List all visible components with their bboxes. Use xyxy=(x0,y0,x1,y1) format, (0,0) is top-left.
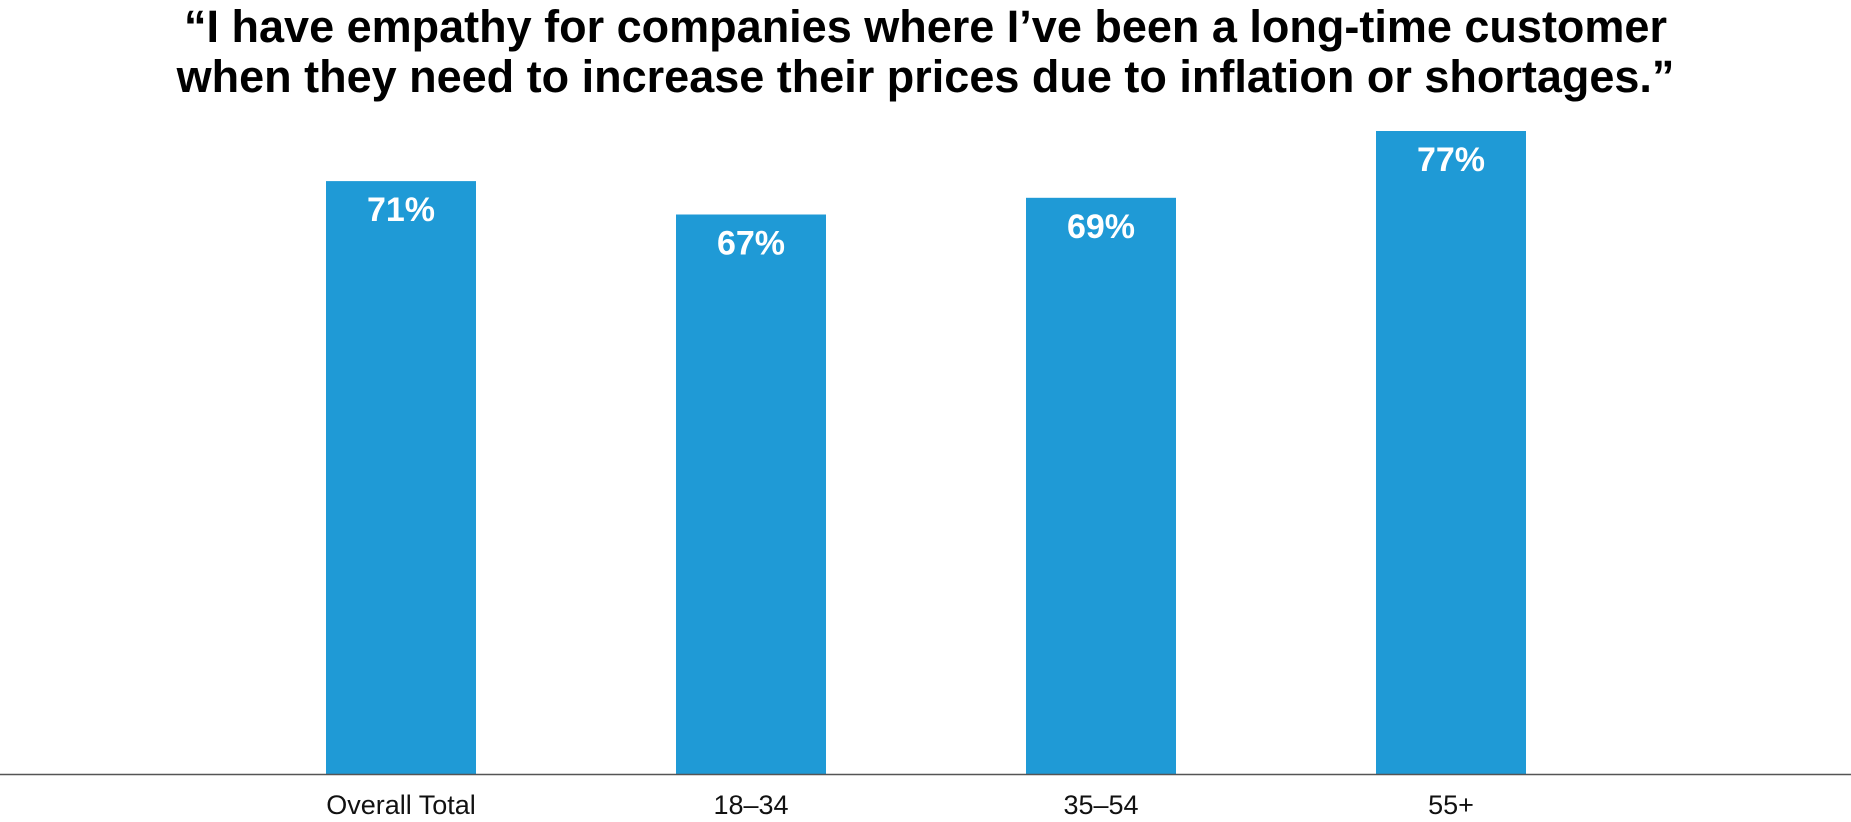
category-label-3: 35–54 xyxy=(1063,790,1138,820)
bar-3 xyxy=(1026,197,1176,775)
bar-2 xyxy=(676,214,826,775)
bar-1 xyxy=(326,181,476,775)
category-label-4: 55+ xyxy=(1428,790,1474,820)
labels-group: 71% Overall Total 67% 18–34 69% 35–54 77% 55+ xyxy=(326,141,1485,820)
category-label-2: 18–34 xyxy=(713,790,788,820)
category-label-1: Overall Total xyxy=(326,790,476,820)
bar-value-label-1: 71% xyxy=(367,191,435,229)
chart-title-line-1: “I have empathy for companies where I’ve… xyxy=(184,1,1667,52)
bars-group xyxy=(326,131,1526,775)
bar-value-label-4: 77% xyxy=(1417,141,1485,179)
chart-title: “I have empathy for companies where I’ve… xyxy=(0,2,1851,102)
bar-4 xyxy=(1376,131,1526,774)
chart-title-line-2: when they need to increase their prices … xyxy=(176,51,1675,102)
bar-value-label-2: 67% xyxy=(717,225,785,263)
bar-value-label-3: 69% xyxy=(1067,208,1135,246)
